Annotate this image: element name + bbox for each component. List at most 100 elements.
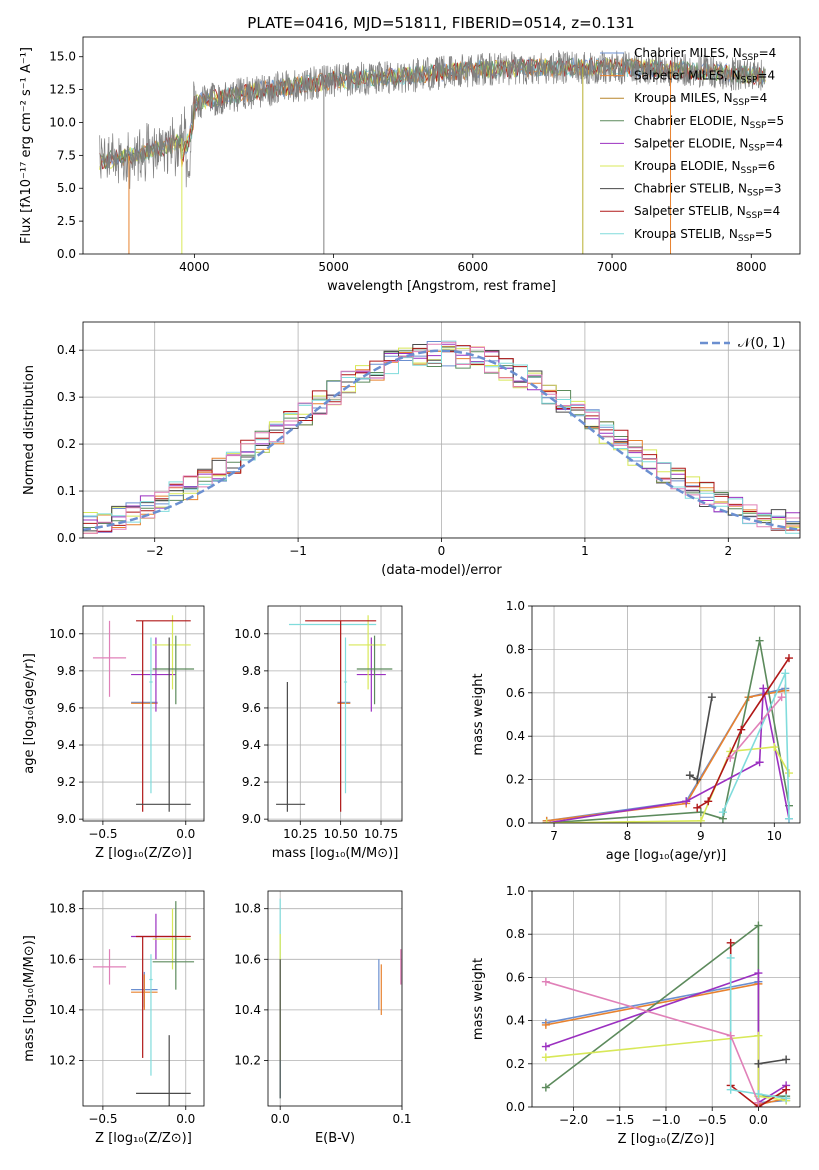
legend-label-main: Kroupa STELIB, N: [634, 227, 738, 241]
y-tick-label: 9.2: [57, 775, 76, 789]
x-tick-label: 6000: [458, 260, 489, 274]
mass-weight-marker: [737, 725, 746, 734]
mass-weight-marker: [696, 808, 705, 817]
massweight_vs_Z-frame: [531, 890, 801, 1108]
mass_vs_EBV-plot-area: [268, 891, 402, 1106]
y-axis-label: mass weight: [471, 958, 486, 1040]
legend-label-main: Kroupa ELODIE, N: [634, 159, 741, 173]
mass-weight-marker: [782, 1094, 791, 1103]
y-tick-label: 0.0: [506, 1100, 525, 1114]
legend-label-sub: SSP: [738, 234, 755, 244]
massweight-vs-age-chart: 7 8 9 10 0.0 0.2 0.4 0.6 0.8 1.0 age [log₁₀(age/yr…: [471, 599, 801, 863]
legend-label-tail: =6: [757, 159, 775, 173]
y-tick-label: 10.4: [49, 1003, 76, 1017]
mass_vs_EBV-frame: [267, 890, 403, 1107]
legend-label-main: Chabrier MILES, N: [634, 46, 742, 60]
mass-weight-marker: [754, 1031, 763, 1040]
y-tick-label: 0.8: [506, 927, 525, 941]
x-axis-label: age [log₁₀(age/yr)]: [606, 848, 727, 863]
mass-weight-line: [729, 696, 783, 759]
x-tick-label: −1: [289, 544, 307, 558]
x-tick-label: 10.50: [323, 827, 357, 841]
mass-weight-marker: [770, 743, 779, 752]
y-tick-label: 10.8: [49, 902, 76, 916]
legend-label-tail: =4: [759, 46, 777, 60]
mass-weight-marker: [726, 1031, 735, 1040]
mass-weight-marker: [696, 816, 705, 823]
y-tick-label: 9.4: [57, 738, 76, 752]
mass-weight-marker: [541, 1083, 550, 1092]
x-tick-label: 7000: [597, 260, 628, 274]
y-tick-label: 9.6: [242, 701, 261, 715]
residuals-chart: −2 −1 0 1 2 0.0 0.1 0.2 0.3 0.4 (data-model)/error…: [22, 321, 801, 578]
y-tick-label: 0.3: [57, 390, 76, 404]
x-tick-label: 10: [767, 829, 782, 843]
y-axis-label: mass weight: [471, 673, 486, 755]
y-tick-label: 9.0: [242, 812, 261, 826]
legend-label: Kroupa STELIB, NSSP=5: [634, 227, 772, 244]
y-tick-label: 0.4: [57, 343, 76, 357]
legend-label-main: Salpeter MILES, N: [634, 69, 741, 83]
y-tick-label: 0.6: [506, 970, 525, 984]
y-tick-label: 10.0: [234, 627, 261, 641]
mass-weight-marker: [682, 797, 691, 806]
mass-weight-line: [546, 746, 790, 823]
y-tick-label: 2.5: [57, 214, 76, 228]
x-tick-label: 8: [624, 829, 632, 843]
y-tick-label: 10.6: [49, 952, 76, 966]
x-axis-label: Z [log₁₀(Z/Z⊙)]: [618, 1132, 715, 1147]
y-tick-label: 0.0: [57, 247, 76, 261]
mass-weight-marker: [754, 921, 763, 930]
x-tick-label: 0: [438, 544, 446, 558]
x-tick-label: −0.5: [88, 827, 117, 841]
y-tick-label: 7.5: [57, 148, 76, 162]
x-axis-label: wavelength [Angstrom, rest frame]: [327, 279, 556, 294]
mass_vs_Z-frame: [82, 890, 205, 1107]
x-axis-label: Z [log₁₀(Z/Z⊙)]: [95, 846, 192, 861]
legend-label: Salpeter ELODIE, NSSP=4: [634, 136, 783, 153]
mass-weight-marker: [755, 636, 764, 645]
y-axis-label: mass [log₁₀(M/M⊙)]: [22, 935, 37, 1062]
legend-label-main: Kroupa MILES, N: [634, 91, 733, 105]
spectrum-chart: 4000 5000 6000 7000 8000 0.0 2.5 5.0 7.5 10.0 12.5…: [19, 36, 801, 294]
massweight_vs_age-frame: [531, 605, 801, 824]
y-tick-label: 15.0: [49, 50, 76, 64]
x-tick-label: −1.0: [651, 1113, 680, 1127]
y-tick-label: 0.8: [506, 642, 525, 656]
x-axis-label: E(B-V): [315, 1131, 355, 1146]
age_vs_Z-plot-area: [83, 606, 204, 821]
legend-label-main: Salpeter STELIB, N: [634, 204, 746, 218]
y-tick-label: 9.8: [242, 664, 261, 678]
mass-weight-marker: [726, 953, 735, 962]
mass-weight-marker: [726, 938, 735, 947]
y-tick-label: 10.2: [234, 1053, 261, 1067]
legend-label-sub: SSP: [742, 53, 759, 63]
y-tick-label: 0.2: [57, 437, 76, 451]
y-tick-label: 10.0: [49, 627, 76, 641]
mass-weight-marker: [718, 808, 727, 817]
mass-weight-line: [545, 980, 760, 1104]
y-axis-label: age [log₁₀(age/yr)]: [22, 653, 37, 774]
legend-label: Chabrier ELODIE, NSSP=5: [634, 114, 784, 131]
residual-histogram: [83, 341, 800, 538]
x-tick-label: 10.75: [364, 827, 398, 841]
y-tick-label: 0.2: [506, 1057, 525, 1071]
x-tick-label: 5000: [318, 260, 349, 274]
mass-weight-marker: [541, 977, 550, 986]
x-axis-label: mass [log₁₀(M/M⊙)]: [272, 846, 399, 861]
legend-label-tail: =5: [766, 114, 784, 128]
mass-weight-marker: [782, 1055, 791, 1064]
normal-distribution-curve: [83, 349, 800, 532]
y-tick-label: 1.0: [506, 599, 525, 613]
legend-label-sub: SSP: [748, 143, 765, 153]
legend-label-sub: SSP: [747, 189, 764, 199]
x-axis-label: (data-model)/error: [381, 563, 502, 578]
legend-label: Kroupa MILES, NSSP=4: [634, 91, 767, 108]
legend-label-sub: SSP: [741, 166, 758, 176]
massweight-vs-Z-chart: −2.0 −1.5 −1.0 −0.5 0.0 0.0 0.2 0.4 0.6 0.8 1.0 Z […: [471, 884, 801, 1147]
massweight_vs_age-plot-area: [532, 606, 800, 823]
legend-label-main: Chabrier ELODIE, N: [634, 114, 750, 128]
age-vs-mass-chart: 10.25 10.50 10.75 9.0 9.2 9.4 9.6 9.8 10.0 mass […: [234, 605, 403, 861]
age_vs_mass-frame: [267, 605, 403, 822]
